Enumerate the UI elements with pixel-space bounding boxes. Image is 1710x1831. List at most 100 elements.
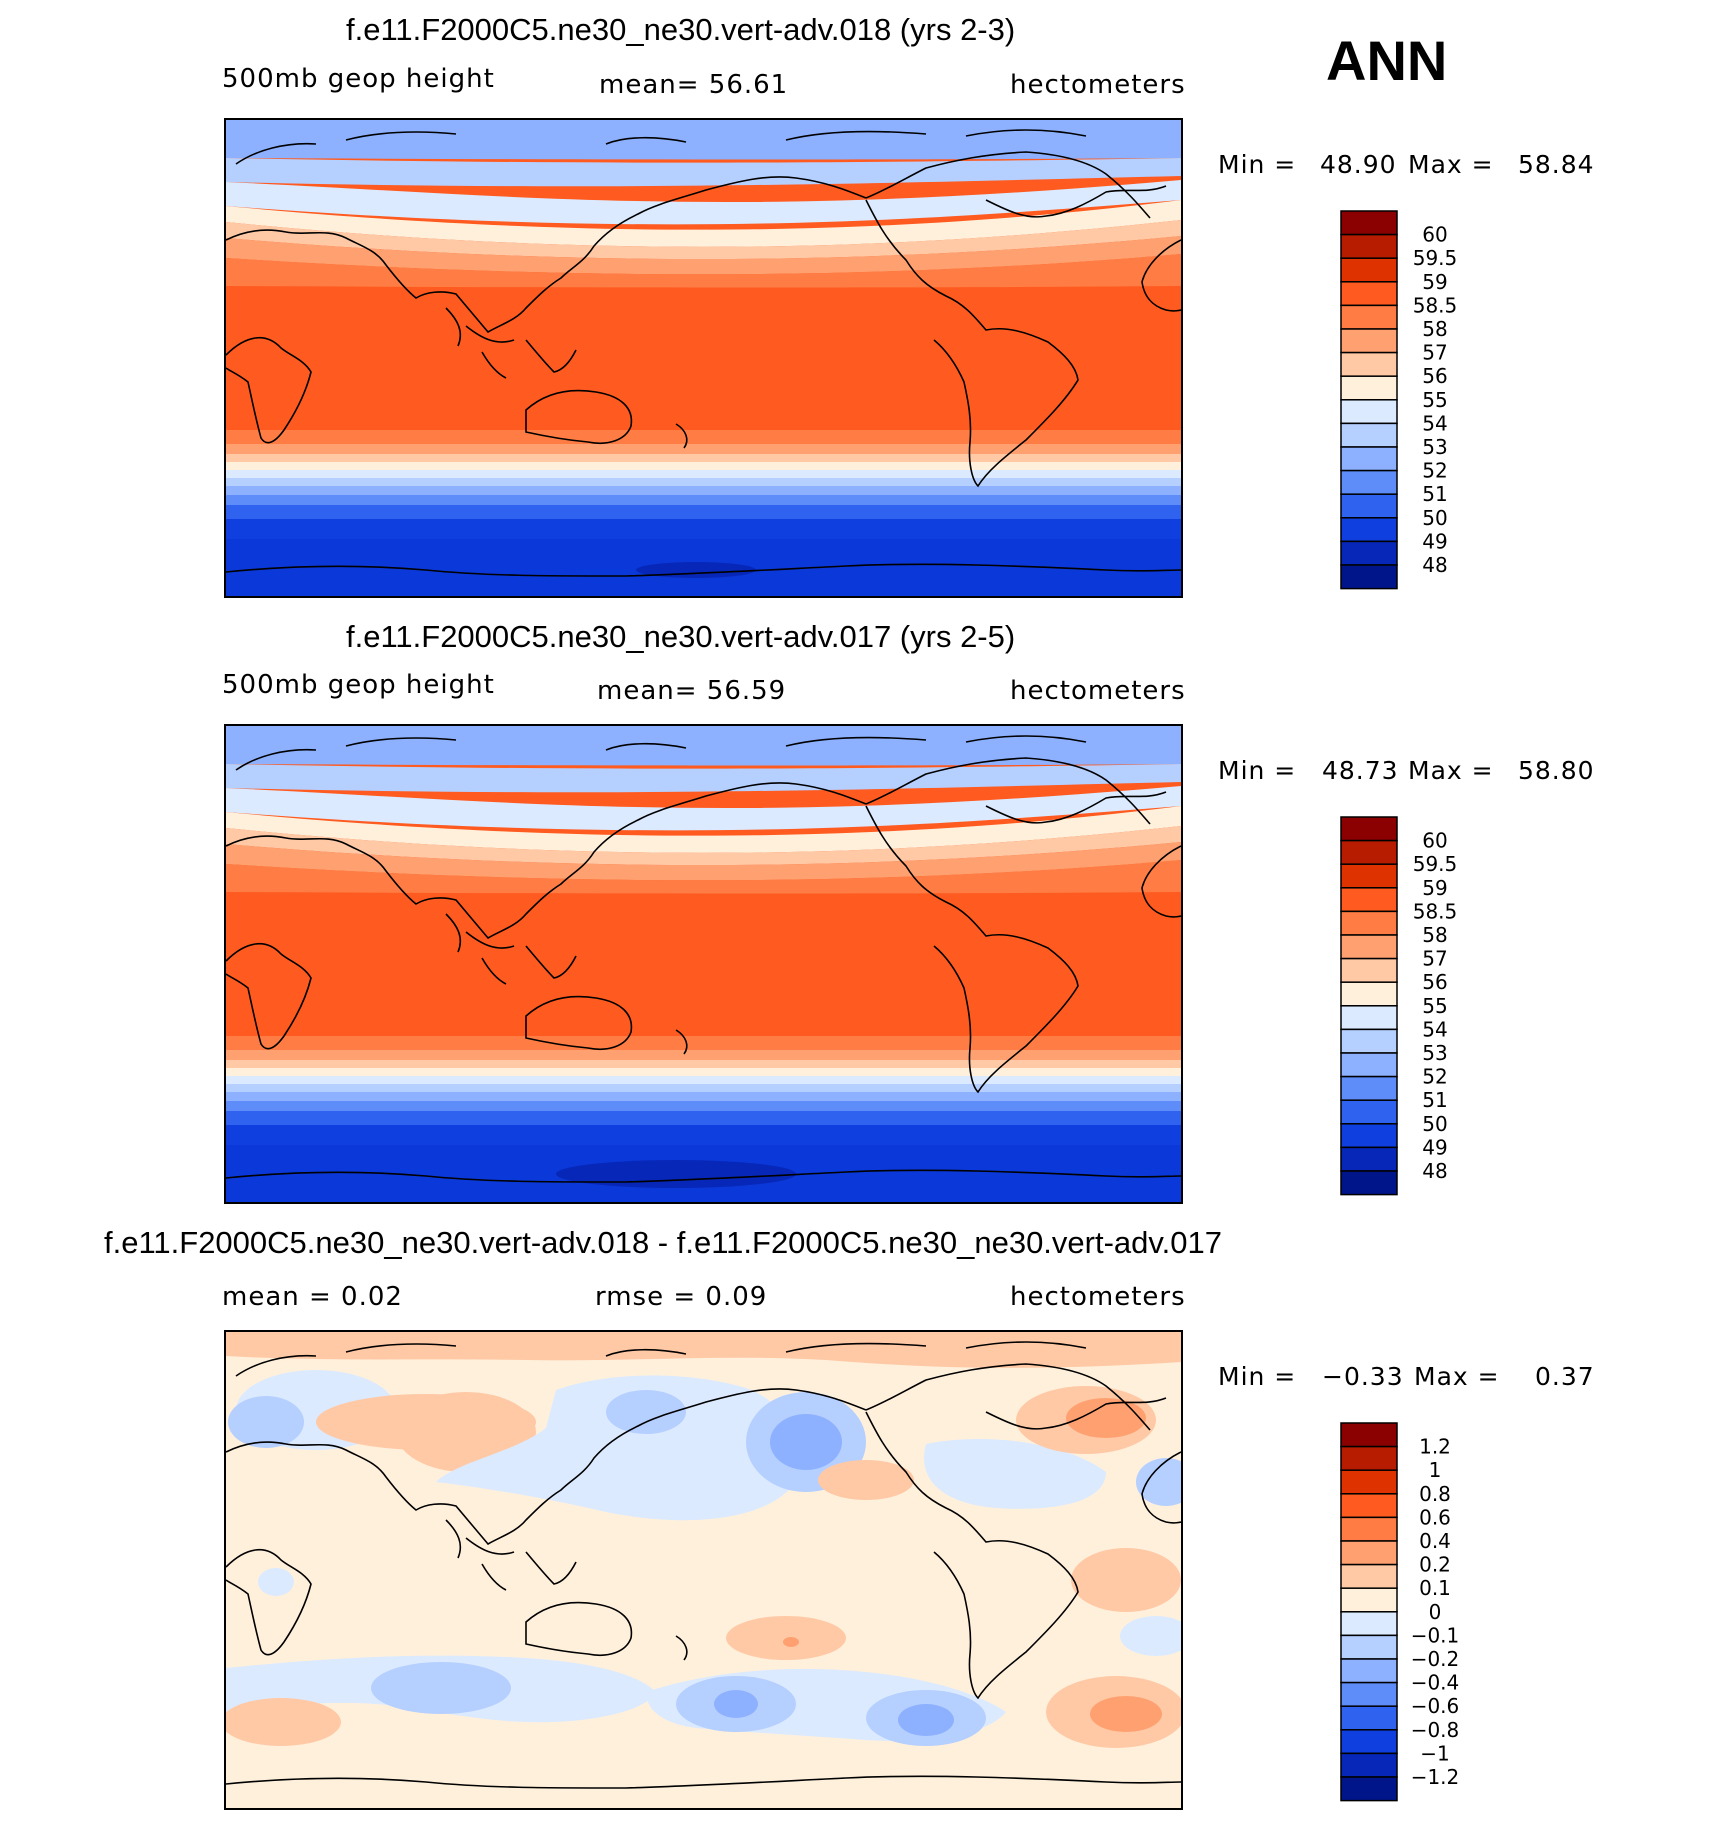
panel2-variable-label: 500mb geop height: [222, 670, 495, 700]
colorbar-box: [1340, 422, 1398, 448]
colorbar-box: [1340, 981, 1398, 1007]
colorbar-box: [1340, 1611, 1398, 1637]
panel3-mean: mean = 0.02: [222, 1282, 403, 1312]
colorbar-tick-label: 1: [1429, 1458, 1442, 1482]
colorbar-box: [1340, 1028, 1398, 1054]
colorbar-box: [1340, 540, 1398, 566]
colorbar-tick-label: 0: [1429, 1600, 1442, 1624]
colorbar-tick-label: 58.5: [1413, 899, 1458, 923]
panel3-colorbar: 1.210.80.60.40.20.10−0.1−0.2−0.4−0.6−0.8…: [1340, 1422, 1460, 1802]
season-label: ANN: [1326, 29, 1448, 92]
colorbar-box: [1340, 1729, 1398, 1755]
colorbar-box: [1340, 1123, 1398, 1149]
colorbar-tick-label: 54: [1422, 411, 1447, 435]
colorbar-tick-label: 50: [1422, 1112, 1447, 1136]
panel1-max-value: 58.84: [1518, 150, 1595, 179]
colorbar-box: [1340, 233, 1398, 259]
colorbar-tick-label: −0.6: [1411, 1694, 1460, 1718]
panel3-min-label: Min =: [1218, 1362, 1297, 1391]
panel1-min-label: Min =: [1218, 150, 1297, 179]
colorbar-box: [1340, 1516, 1398, 1542]
colorbar-box: [1340, 517, 1398, 543]
colorbar-tick-label: 59.5: [1413, 246, 1458, 270]
panel3-map: [224, 1330, 1183, 1810]
colorbar-tick-label: −0.2: [1411, 1647, 1460, 1671]
colorbar-tick-label: 50: [1422, 506, 1447, 530]
colorbar-box: [1340, 887, 1398, 913]
colorbar-tick-label: 58: [1422, 317, 1447, 341]
colorbar-tick-label: 0.2: [1419, 1553, 1451, 1577]
colorbar-tick-label: 49: [1422, 529, 1447, 553]
colorbar-box: [1340, 351, 1398, 377]
colorbar-box: [1340, 910, 1398, 936]
panel3-rmse: rmse = 0.09: [595, 1282, 768, 1312]
colorbar-tick-label: 53: [1422, 1041, 1447, 1065]
panel1-units: hectometers: [1010, 70, 1186, 100]
colorbar-tick-label: −0.8: [1411, 1718, 1460, 1742]
panel2-min-value: 48.73: [1322, 756, 1399, 785]
colorbar-tick-label: 0.6: [1419, 1505, 1451, 1529]
colorbar-box: [1340, 1146, 1398, 1172]
colorbar-tick-label: −1.2: [1411, 1765, 1460, 1789]
panel3-max-label: Max =: [1414, 1362, 1500, 1391]
colorbar-box: [1340, 957, 1398, 983]
colorbar-box: [1340, 210, 1398, 236]
colorbar-tick-label: −0.4: [1411, 1671, 1460, 1695]
colorbar-box: [1340, 304, 1398, 330]
colorbar-tick-label: 54: [1422, 1017, 1447, 1041]
colorbar-tick-label: 48: [1422, 553, 1447, 577]
colorbar-tick-label: 58.5: [1413, 293, 1458, 317]
colorbar-tick-label: 52: [1422, 1065, 1447, 1089]
colorbar-tick-label: 55: [1422, 994, 1447, 1018]
colorbar-tick-label: 56: [1422, 364, 1447, 388]
panel1-min-value: 48.90: [1320, 150, 1397, 179]
colorbar-box: [1340, 1587, 1398, 1613]
colorbar-tick-label: 59: [1422, 876, 1447, 900]
colorbar-box: [1340, 1563, 1398, 1589]
panel2-units: hectometers: [1010, 676, 1186, 706]
colorbar-box: [1340, 839, 1398, 865]
colorbar-box: [1340, 446, 1398, 472]
colorbar-box: [1340, 1052, 1398, 1078]
colorbar-box: [1340, 1075, 1398, 1101]
colorbar-tick-label: 0.8: [1419, 1482, 1451, 1506]
colorbar-box: [1340, 863, 1398, 889]
colorbar-box: [1340, 1170, 1398, 1196]
colorbar-box: [1340, 1445, 1398, 1471]
colorbar-box: [1340, 934, 1398, 960]
colorbar-box: [1340, 1540, 1398, 1566]
panel3-title: f.e11.F2000C5.ne30_ne30.vert-adv.018 - f…: [104, 1225, 1222, 1260]
colorbar-tick-label: 56: [1422, 970, 1447, 994]
colorbar-box: [1340, 375, 1398, 401]
panel1-max-label: Max =: [1408, 150, 1494, 179]
panel1-mean: mean= 56.61: [599, 70, 789, 100]
colorbar-tick-label: 57: [1422, 341, 1447, 365]
colorbar-box: [1340, 1099, 1398, 1125]
colorbar-tick-label: 60: [1422, 223, 1447, 247]
colorbar-tick-label: 55: [1422, 388, 1447, 412]
colorbar-box: [1340, 469, 1398, 495]
panel2-title: f.e11.F2000C5.ne30_ne30.vert-adv.017 (yr…: [346, 619, 1016, 654]
colorbar-box: [1340, 257, 1398, 283]
colorbar-box: [1340, 1469, 1398, 1495]
colorbar-tick-label: 48: [1422, 1159, 1447, 1183]
colorbar-tick-label: 49: [1422, 1135, 1447, 1159]
colorbar-tick-label: 1.2: [1419, 1435, 1451, 1459]
colorbar-box: [1340, 1681, 1398, 1707]
panel1-title: f.e11.F2000C5.ne30_ne30.vert-adv.018 (yr…: [346, 12, 1016, 47]
colorbar-box: [1340, 1634, 1398, 1660]
colorbar-box: [1340, 564, 1398, 590]
panel3-min-value: −0.33: [1322, 1362, 1404, 1391]
colorbar-box: [1340, 1752, 1398, 1778]
colorbar-tick-label: 60: [1422, 829, 1447, 853]
colorbar-box: [1340, 816, 1398, 842]
colorbar-box: [1340, 399, 1398, 425]
colorbar-tick-label: 59: [1422, 270, 1447, 294]
colorbar-box: [1340, 1005, 1398, 1031]
colorbar-tick-label: −1: [1420, 1741, 1449, 1765]
panel2-max-value: 58.80: [1518, 756, 1595, 785]
colorbar-box: [1340, 1776, 1398, 1802]
panel1-map: [224, 118, 1183, 598]
